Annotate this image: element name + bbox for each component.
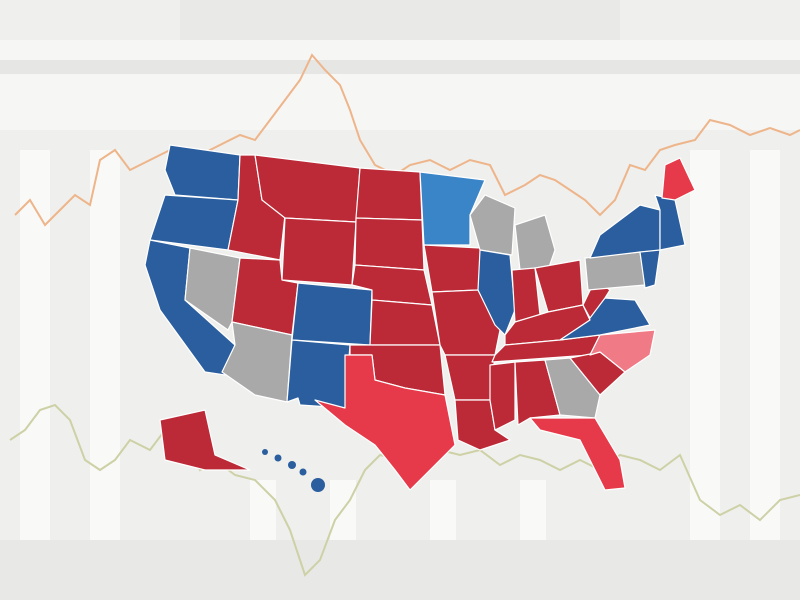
state [489,361,516,431]
state [314,354,456,491]
state [262,449,325,492]
state [164,144,241,201]
state [369,299,441,346]
background-line [9,403,800,577]
state [286,339,351,409]
state [159,409,251,471]
state [469,194,516,256]
state [149,194,239,251]
state [514,359,561,426]
state [355,167,423,221]
state [559,297,651,341]
us-map [144,144,696,492]
state [661,157,696,201]
state [291,282,373,346]
state [529,417,626,491]
state [354,217,425,271]
state [419,171,486,246]
state [514,214,556,271]
state [511,267,541,323]
state [639,249,661,289]
state [184,247,241,331]
state [281,217,357,286]
state [544,357,601,419]
